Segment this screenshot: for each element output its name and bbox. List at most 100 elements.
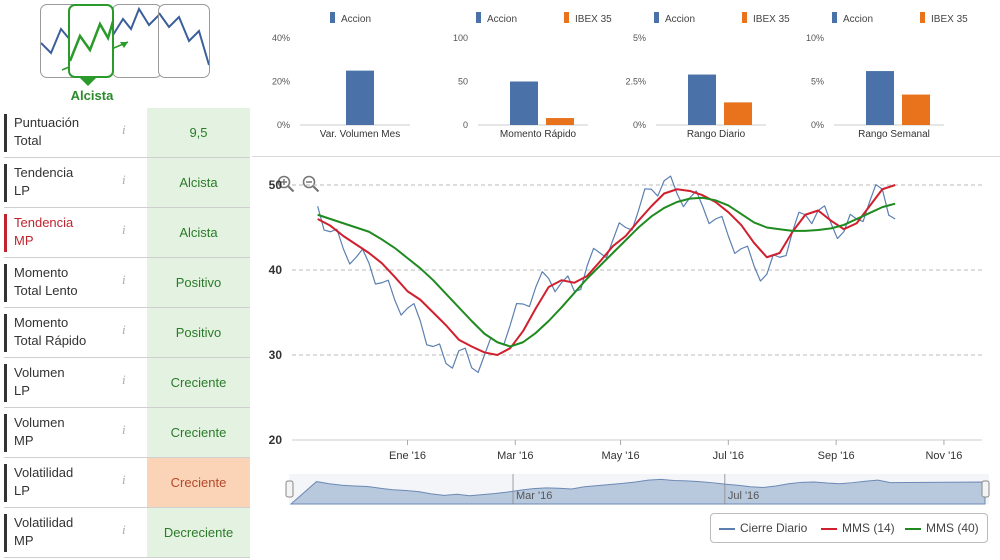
indicator-row: Volatilidad LP i Creciente xyxy=(4,458,250,508)
bar[interactable] xyxy=(346,70,374,125)
bar[interactable] xyxy=(688,74,716,125)
legend-label: Accion xyxy=(665,14,695,25)
legend-swatch xyxy=(476,12,481,23)
indicator-row: Volumen LP i Creciente xyxy=(4,358,250,408)
y-tick-label: 50 xyxy=(458,77,468,87)
legend-label: IBEX 35 xyxy=(753,14,790,25)
legend-label: Accion xyxy=(487,14,517,25)
indicator-label: Tendencia MP xyxy=(14,215,74,248)
y-tick-label: 5% xyxy=(633,33,646,43)
row-marker xyxy=(4,264,7,302)
info-icon[interactable]: i xyxy=(122,422,126,437)
indicator-label: Volatilidad MP xyxy=(14,515,74,548)
navigator-handle-left[interactable] xyxy=(285,480,294,498)
trend-mixed-icon xyxy=(113,6,161,36)
legend-swatch-mms14 xyxy=(821,527,837,530)
bar[interactable] xyxy=(902,94,930,125)
series-line-mms40[interactable] xyxy=(317,196,896,348)
info-icon[interactable]: i xyxy=(122,272,126,287)
info-icon[interactable]: i xyxy=(122,372,126,387)
y-tick-label: 0% xyxy=(277,120,290,130)
y-tick-label: 0% xyxy=(811,120,824,130)
legend-swatch xyxy=(920,12,925,23)
info-icon[interactable]: i xyxy=(122,172,126,187)
legend-item-mms14[interactable]: MMS (14) xyxy=(821,521,895,535)
row-marker xyxy=(4,414,7,452)
legend-item-mms40[interactable]: MMS (40) xyxy=(905,521,979,535)
legend-label: IBEX 35 xyxy=(931,14,968,25)
navigator-area xyxy=(289,478,986,505)
indicator-value: 9,5 xyxy=(147,108,250,157)
trend-option-bajista[interactable] xyxy=(158,4,210,78)
indicator-label: Momento Total Lento xyxy=(14,265,78,298)
y-tick-label: 2.5% xyxy=(625,77,646,87)
x-tick-label: Nov '16 xyxy=(925,450,962,462)
info-icon[interactable]: i xyxy=(122,472,126,487)
mini-chart: 0% 5% 10% Accion IBEX 35 Rango Semanal xyxy=(806,12,968,140)
zoom-in-icon[interactable] xyxy=(277,175,295,193)
legend-item-cierre[interactable]: Cierre Diario xyxy=(719,521,807,535)
divider xyxy=(252,156,1000,157)
indicator-value: Creciente xyxy=(147,408,250,457)
series-line-mms14[interactable] xyxy=(317,184,896,356)
indicator-value: Positivo xyxy=(147,308,250,357)
y-tick-label: 20 xyxy=(269,433,283,447)
indicator-label: Volumen MP xyxy=(14,415,65,448)
indicator-row: Momento Total Rápido i Positivo xyxy=(4,308,250,358)
indicator-value: Creciente xyxy=(147,458,250,507)
trend-option-mixed[interactable] xyxy=(112,4,162,78)
legend-swatch xyxy=(654,12,659,23)
trend-alcista-icon xyxy=(70,20,112,62)
legend-label-mms40: MMS (40) xyxy=(926,521,979,535)
y-tick-label: 0% xyxy=(633,120,646,130)
bar[interactable] xyxy=(866,71,894,125)
price-chart[interactable]: 20 30 40 50 Ene '16 Mar '16 May '16 Jul '16 Sep … xyxy=(252,160,1000,510)
chart-title: Var. Volumen Mes xyxy=(320,129,400,140)
indicator-row: Momento Total Lento i Positivo xyxy=(4,258,250,308)
navigator-handle-right[interactable] xyxy=(981,480,990,498)
indicator-label: Puntuación Total xyxy=(14,115,80,148)
y-tick-label: 0 xyxy=(463,120,468,130)
y-tick-label: 40% xyxy=(272,33,290,43)
indicator-label: Volatilidad LP xyxy=(14,465,74,498)
info-icon[interactable]: i xyxy=(122,522,126,537)
chart-title: Rango Semanal xyxy=(858,129,930,140)
mini-chart: 0% 2.5% 5% Accion IBEX 35 Rango Diario xyxy=(625,12,790,140)
series-line-cierre[interactable] xyxy=(317,175,896,374)
legend-label-mms14: MMS (14) xyxy=(842,521,895,535)
legend-label: Accion xyxy=(843,14,873,25)
mini-chart: 0 50 100 Accion IBEX 35 Momento Rápido xyxy=(453,12,612,140)
trend-label: Alcista xyxy=(70,88,114,103)
row-marker xyxy=(4,364,7,402)
indicator-value: Alcista xyxy=(147,158,250,207)
indicator-row: Tendencia LP i Alcista xyxy=(4,158,250,208)
indicator-value: Positivo xyxy=(147,258,250,307)
info-icon[interactable]: i xyxy=(122,322,126,337)
trend-option-alcista[interactable] xyxy=(68,4,114,78)
x-tick-label: Ene '16 xyxy=(389,450,426,462)
row-marker xyxy=(4,164,7,202)
legend-swatch xyxy=(832,12,837,23)
indicator-label: Volumen LP xyxy=(14,365,65,398)
legend-swatch-cierre xyxy=(719,527,735,530)
row-marker xyxy=(4,514,7,552)
range-navigator[interactable]: Mar '16 Jul '16 xyxy=(285,472,995,506)
mini-chart: 0% 20% 40% Accion Var. Volumen Mes xyxy=(272,12,410,140)
row-marker xyxy=(4,464,7,502)
legend-label: Accion xyxy=(341,14,371,25)
y-tick-label: 5% xyxy=(811,77,824,87)
legend-swatch-mms40 xyxy=(905,527,921,530)
info-icon[interactable]: i xyxy=(122,122,126,137)
legend-swatch xyxy=(564,12,569,23)
indicator-row: Volatilidad MP i Decreciente xyxy=(4,508,250,558)
indicator-row: Puntuación Total i 9,5 xyxy=(4,108,250,158)
indicator-row: Tendencia MP i Alcista xyxy=(4,208,250,258)
bar[interactable] xyxy=(724,102,752,125)
navigator-label: Mar '16 xyxy=(516,490,552,502)
info-icon[interactable]: i xyxy=(122,222,126,237)
bar[interactable] xyxy=(510,81,538,126)
x-tick-label: Sep '16 xyxy=(818,450,855,462)
y-tick-label: 30 xyxy=(269,348,283,362)
bar[interactable] xyxy=(546,118,574,125)
legend-label: IBEX 35 xyxy=(575,14,612,25)
